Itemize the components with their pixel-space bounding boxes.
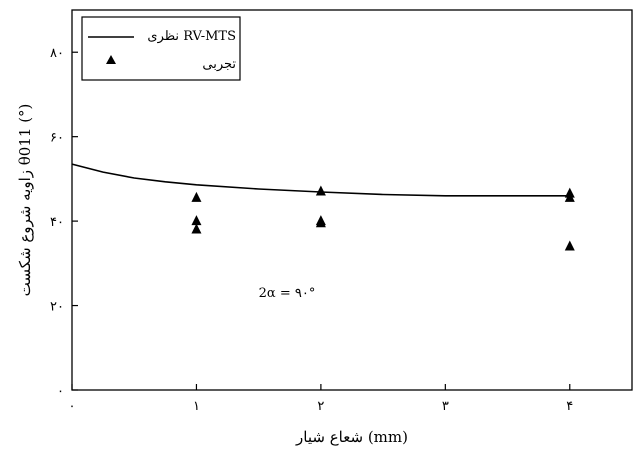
series-layer xyxy=(71,163,575,251)
data-point-experiment xyxy=(564,240,575,251)
plot-frame xyxy=(71,9,633,391)
y-tick-label: ۴۰ xyxy=(50,215,64,230)
series-line-theory xyxy=(71,163,570,197)
data-point-experiment xyxy=(191,215,202,226)
x-tick-label: ۰ xyxy=(69,399,76,414)
x-tick-label: ۱ xyxy=(193,399,200,414)
data-point-experiment xyxy=(191,191,202,202)
y-axis-title: زاویه شروع شکست θ011 (°) xyxy=(16,104,34,297)
y-tick-label: ۰ xyxy=(57,384,64,399)
legend-label-experiment: تجربی xyxy=(202,57,236,72)
legend-label-theory: نظری RV-MTS xyxy=(147,29,236,44)
legend-triangle-swatch xyxy=(106,55,116,64)
x-tick-label: ۲ xyxy=(317,399,324,414)
y-tick-label: ۲۰ xyxy=(50,300,64,315)
y-tick-label: ۸۰ xyxy=(50,46,64,61)
data-point-experiment xyxy=(315,185,326,196)
annotation-2alpha: 2α = ۹۰° xyxy=(259,286,316,301)
x-tick-label: ۴ xyxy=(566,399,573,414)
data-point-experiment xyxy=(564,191,575,202)
x-axis-ticks: ۰ ۱ ۲ ۳ ۴ xyxy=(69,384,573,414)
data-point-experiment xyxy=(191,223,202,234)
x-tick-label: ۳ xyxy=(442,399,449,414)
legend: نظری RV-MTS تجربی xyxy=(81,16,241,81)
y-axis-ticks: ۰ ۲۰ ۴۰ ۶۰ ۸۰ xyxy=(50,46,78,399)
x-axis-title: شعاع شیار (mm) xyxy=(295,428,408,446)
y-tick-label: ۶۰ xyxy=(50,131,64,146)
data-point-experiment xyxy=(315,217,326,228)
legend-box xyxy=(81,16,241,81)
